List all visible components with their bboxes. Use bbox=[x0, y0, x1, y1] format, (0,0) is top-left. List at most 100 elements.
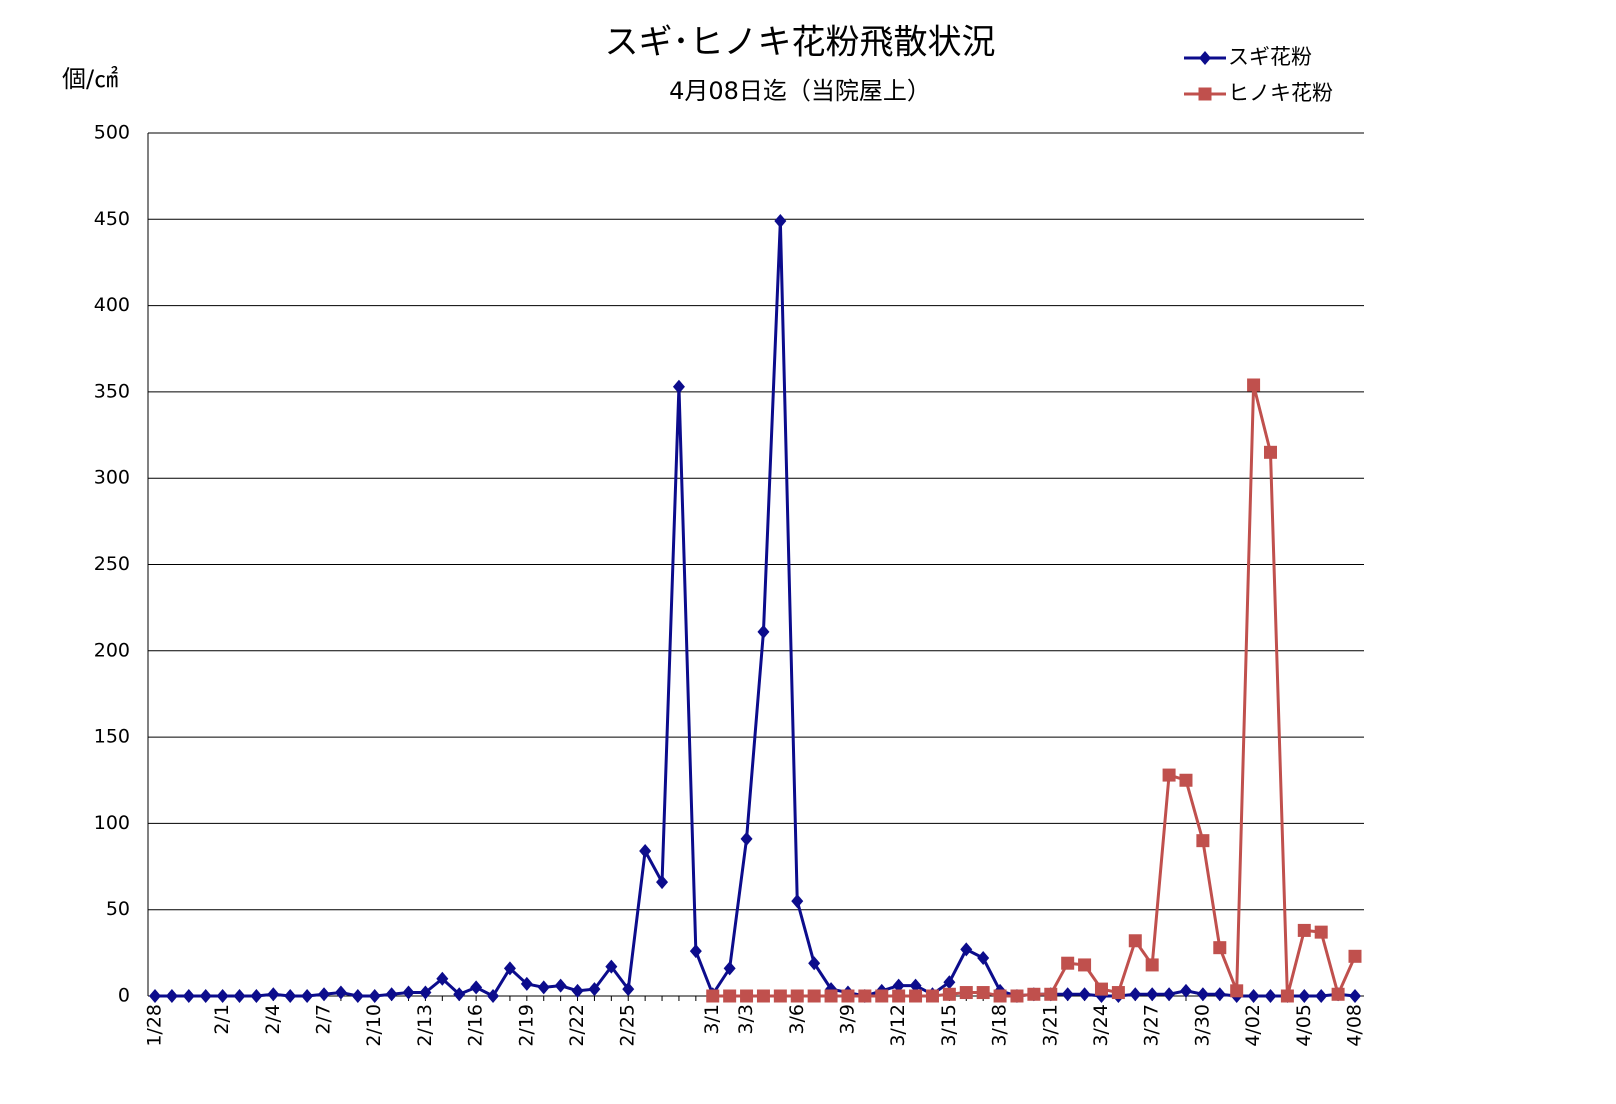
data-point bbox=[318, 987, 331, 1002]
x-tick-label: 3/27 bbox=[1141, 1004, 1163, 1047]
data-point bbox=[706, 989, 720, 1003]
data-point bbox=[1061, 987, 1074, 1002]
data-point bbox=[807, 989, 821, 1003]
data-point bbox=[1247, 378, 1261, 392]
data-point bbox=[1146, 987, 1159, 1002]
data-point bbox=[774, 214, 787, 229]
data-point bbox=[199, 989, 212, 1003]
data-point bbox=[757, 624, 770, 639]
data-point bbox=[909, 978, 922, 993]
data-point bbox=[977, 951, 990, 966]
chart-title: スギ･ヒノキ花粉飛散状況 bbox=[605, 23, 996, 63]
data-point bbox=[1027, 987, 1041, 1001]
data-point bbox=[959, 986, 973, 1000]
data-point bbox=[1163, 987, 1176, 1002]
data-point bbox=[892, 989, 906, 1003]
y-tick-label: 50 bbox=[106, 898, 130, 920]
x-tick-label: 3/30 bbox=[1191, 1004, 1213, 1047]
data-point bbox=[385, 987, 398, 1002]
data-point bbox=[1331, 987, 1345, 1001]
data-point bbox=[943, 975, 956, 990]
data-point bbox=[976, 986, 990, 1000]
data-point bbox=[808, 956, 821, 971]
data-point bbox=[909, 989, 923, 1003]
legend-marker bbox=[1199, 51, 1211, 65]
data-point bbox=[571, 983, 584, 998]
data-point bbox=[419, 985, 432, 1000]
data-point bbox=[1263, 445, 1277, 459]
data-point bbox=[993, 989, 1007, 1003]
data-point bbox=[1128, 934, 1142, 948]
data-point bbox=[656, 875, 669, 890]
data-point bbox=[723, 989, 737, 1003]
chart-subtitle: 4月08日迄（当院屋上） bbox=[669, 77, 931, 105]
data-point bbox=[1264, 989, 1277, 1003]
x-tick-label: 2/7 bbox=[313, 1004, 335, 1035]
data-point bbox=[1247, 989, 1260, 1003]
data-point bbox=[182, 989, 195, 1003]
data-point bbox=[1078, 987, 1091, 1002]
data-point bbox=[1213, 941, 1227, 955]
data-point bbox=[588, 982, 601, 997]
data-point bbox=[622, 982, 635, 997]
data-point bbox=[1315, 989, 1328, 1003]
series-line bbox=[712, 384, 1357, 999]
data-point bbox=[824, 989, 838, 1003]
data-point bbox=[639, 844, 652, 859]
x-tick-label: 2/10 bbox=[363, 1004, 385, 1047]
x-tick-label: 3/18 bbox=[989, 1004, 1011, 1047]
data-point bbox=[723, 961, 736, 976]
x-tick-label: 3/24 bbox=[1090, 1004, 1112, 1047]
data-point bbox=[740, 831, 753, 846]
legend-label: スギ花粉 bbox=[1228, 45, 1312, 69]
y-tick-label: 450 bbox=[94, 208, 130, 230]
data-point bbox=[402, 985, 415, 1000]
x-tick-label: 2/1 bbox=[211, 1004, 233, 1035]
series-line bbox=[155, 220, 1356, 998]
data-point bbox=[537, 980, 550, 995]
data-point bbox=[250, 989, 263, 1003]
data-point bbox=[554, 978, 567, 993]
x-tick-label: 2/25 bbox=[617, 1004, 639, 1047]
data-point bbox=[925, 989, 939, 1003]
data-point bbox=[1280, 989, 1294, 1003]
data-point bbox=[503, 961, 516, 976]
x-tick-label: 2/19 bbox=[515, 1004, 537, 1047]
y-tick-label: 150 bbox=[94, 726, 130, 748]
data-point bbox=[453, 987, 466, 1002]
data-point bbox=[487, 989, 500, 1003]
data-point bbox=[1179, 983, 1192, 998]
data-point bbox=[1129, 987, 1142, 1002]
data-point bbox=[1213, 987, 1226, 1002]
data-point bbox=[791, 894, 804, 909]
legend-marker bbox=[1198, 87, 1212, 101]
x-tick-label: 2/13 bbox=[414, 1004, 436, 1047]
x-tick-label: 2/16 bbox=[465, 1004, 487, 1047]
y-tick-label: 250 bbox=[94, 553, 130, 575]
y-tick-label: 500 bbox=[94, 122, 130, 144]
data-point bbox=[216, 989, 229, 1003]
data-point bbox=[368, 989, 381, 1003]
x-tick-label: 4/05 bbox=[1293, 1004, 1315, 1047]
data-point bbox=[1297, 923, 1311, 937]
x-tick-label: 3/12 bbox=[887, 1004, 909, 1047]
x-tick-label: 4/08 bbox=[1344, 1004, 1366, 1047]
data-point bbox=[773, 989, 787, 1003]
y-tick-label: 0 bbox=[118, 985, 130, 1007]
x-tick-label: 3/6 bbox=[786, 1004, 808, 1035]
data-point bbox=[1145, 958, 1159, 972]
x-tick-label: 3/1 bbox=[701, 1004, 723, 1035]
data-point bbox=[1298, 989, 1311, 1003]
data-point bbox=[520, 976, 533, 991]
data-point bbox=[1179, 773, 1193, 787]
data-point bbox=[942, 987, 956, 1001]
data-point bbox=[233, 989, 246, 1003]
x-tick-label: 2/22 bbox=[566, 1004, 588, 1047]
data-point bbox=[1349, 989, 1361, 1003]
y-tick-label: 300 bbox=[94, 467, 130, 489]
data-point bbox=[470, 980, 483, 995]
y-tick-label: 100 bbox=[94, 812, 130, 834]
data-point bbox=[334, 985, 347, 1000]
data-point bbox=[689, 944, 702, 959]
